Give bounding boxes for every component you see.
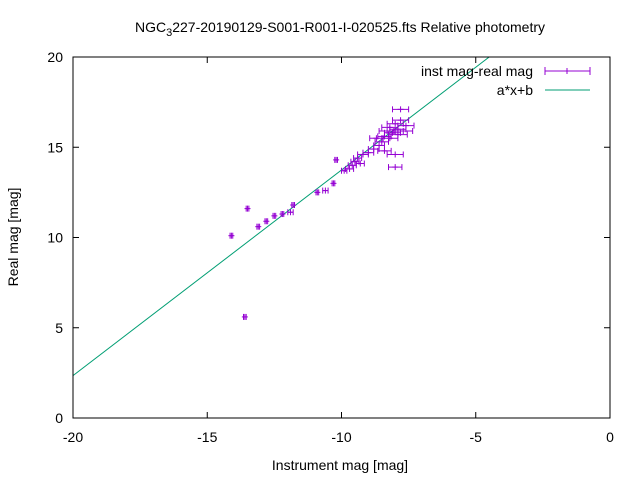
data-point (392, 117, 410, 124)
chart-title-prefix: NGC (135, 19, 166, 35)
data-point (392, 106, 410, 113)
y-axis-label: Real mag [mag] (5, 188, 21, 287)
legend: inst mag-real mag a*x+b (421, 63, 591, 98)
data-point (263, 218, 270, 225)
data-point (353, 155, 363, 162)
chart-title-subscript: 3 (166, 27, 172, 39)
legend-label-points: inst mag-real mag (421, 63, 533, 79)
data-point (374, 138, 389, 145)
x-tick-label: -20 (63, 429, 83, 445)
data-point (381, 135, 399, 142)
data-point (386, 120, 404, 127)
x-axis-label: Instrument mag [mag] (272, 457, 408, 473)
data-point (377, 147, 392, 154)
data-point (271, 212, 278, 219)
y-tick-label: 5 (55, 320, 63, 336)
data-point (228, 232, 235, 239)
chart-title: NGC3227-20190129-S001-R001-I-020525.fts … (135, 19, 545, 39)
x-tick-label: -5 (470, 429, 483, 445)
data-point (341, 167, 348, 174)
data-point (241, 313, 248, 320)
data-point (345, 165, 355, 172)
y-tick-label: 0 (55, 410, 63, 426)
x-tick-label: -15 (197, 429, 217, 445)
data-point (314, 189, 321, 196)
data-point (347, 162, 357, 169)
chart-title-suffix: 227-20190129-S001-R001-I-020525.fts Rela… (172, 19, 545, 35)
y-tick-label: 20 (47, 49, 63, 65)
x-tick-label: 0 (606, 429, 614, 445)
x-axis-ticks: -20 -15 -10 -5 0 (63, 57, 614, 445)
data-point (322, 187, 329, 194)
data-point (387, 164, 403, 171)
data-point (255, 223, 262, 230)
data-point (393, 128, 414, 135)
data-point (355, 160, 365, 167)
y-axis-ticks: 0 5 10 15 20 (47, 49, 610, 426)
data-point (386, 151, 404, 158)
plot-frame (72, 56, 611, 419)
plot-area (73, 57, 490, 376)
legend-label-fit: a*x+b (497, 82, 533, 98)
data-point (373, 142, 385, 149)
y-tick-label: 10 (47, 230, 63, 246)
data-point (333, 156, 340, 163)
data-point (244, 205, 251, 212)
data-point (387, 131, 408, 138)
data-point (279, 211, 286, 218)
y-tick-label: 15 (47, 139, 63, 155)
data-point (290, 202, 297, 209)
data-point (397, 122, 415, 129)
data-point (330, 180, 337, 187)
x-tick-label: -10 (331, 429, 351, 445)
data-point (287, 209, 294, 216)
